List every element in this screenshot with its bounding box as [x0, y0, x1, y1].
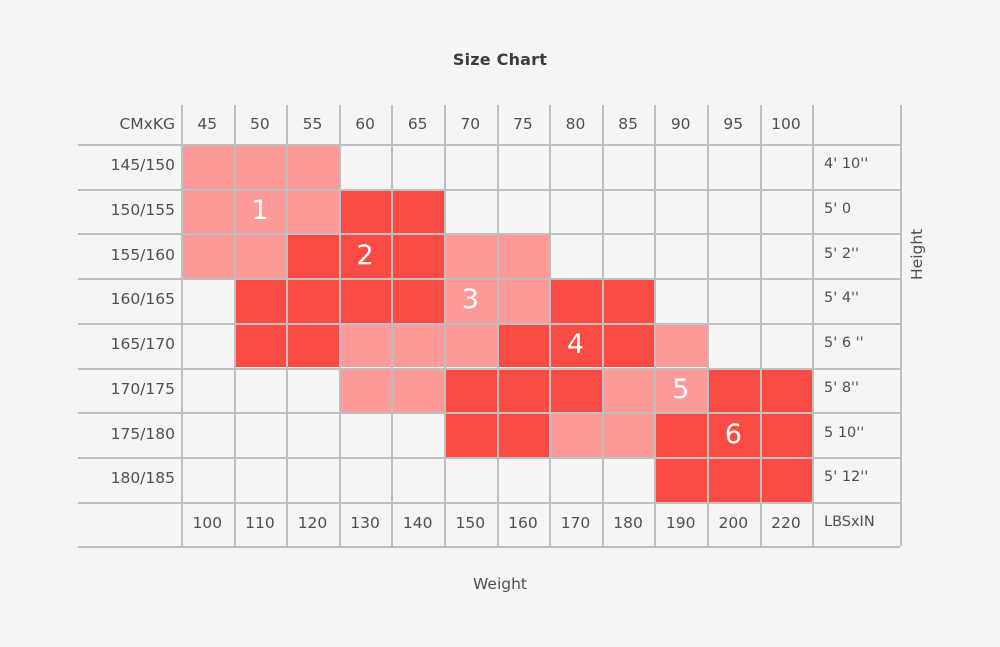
column-footer-lbs: 140 — [402, 513, 433, 532]
column-header-kg: 95 — [723, 114, 744, 133]
column-footer-lbs: 100 — [192, 513, 223, 532]
gridline-vertical-right-edge — [900, 105, 903, 547]
corner-label-lbsxin: LBSxIN — [824, 513, 875, 530]
axis-label-height: Height — [908, 228, 926, 280]
region-number-2: 2 — [356, 239, 374, 271]
row-label-feet-inches: 5' 2'' — [824, 245, 860, 262]
row-label-cm: 170/175 — [110, 379, 175, 398]
row-label-cm: 160/165 — [110, 290, 175, 309]
row-label-cm: 165/170 — [110, 335, 175, 354]
region-number-6: 6 — [724, 418, 742, 450]
region-cell-6 — [654, 412, 813, 457]
region-cell-2 — [233, 278, 444, 323]
column-footer-lbs: 130 — [350, 513, 380, 532]
region-cell-6 — [654, 456, 813, 502]
region-number-4: 4 — [566, 329, 585, 361]
region-cell-2 — [286, 233, 444, 279]
row-label-feet-inches: 5' 0 — [824, 201, 852, 218]
column-header-kg: 45 — [197, 114, 218, 133]
page-title: Size Chart — [452, 50, 548, 69]
row-label-feet-inches: 5' 8'' — [824, 379, 860, 396]
column-footer-lbs: 110 — [245, 513, 275, 532]
column-footer-lbs: 150 — [455, 513, 486, 532]
column-header-kg: 60 — [355, 114, 375, 133]
grid-labels-layer: 1 2 3 4 5 6 CMxKG 45 50 55 60 65 70 75 80 85 90 95 100 100 1… — [78, 105, 900, 545]
row-label-feet-inches: 5' 4'' — [824, 290, 860, 307]
region-cell-1 — [181, 188, 339, 234]
region-cell-1 — [181, 144, 339, 189]
column-header-kg: 85 — [618, 114, 638, 133]
column-footer-lbs: 160 — [508, 513, 538, 532]
column-header-kg: 65 — [407, 114, 428, 133]
column-header-kg: 50 — [250, 114, 270, 133]
region-cell-5 — [654, 322, 707, 368]
column-header-kg: 100 — [771, 114, 801, 133]
row-label-cm: 145/150 — [110, 156, 175, 175]
row-label-cm: 175/180 — [110, 424, 175, 443]
region-cell-4 — [444, 367, 602, 413]
row-label-feet-inches: 5' 12'' — [824, 469, 869, 486]
row-label-feet-inches: 5 10'' — [824, 424, 865, 441]
column-header-kg: 75 — [513, 114, 533, 133]
column-footer-lbs: 220 — [771, 513, 801, 532]
axis-label-weight: Weight — [472, 575, 527, 593]
region-cell-5 — [549, 412, 655, 457]
column-footer-lbs: 120 — [297, 513, 328, 532]
region-number-3: 3 — [461, 284, 479, 316]
column-footer-lbs: 200 — [718, 513, 749, 532]
row-label-feet-inches: 5' 6 '' — [824, 335, 864, 352]
row-label-feet-inches: 4' 10'' — [824, 156, 869, 173]
column-footer-lbs: 190 — [665, 513, 696, 532]
column-footer-lbs: 170 — [560, 513, 591, 532]
column-header-kg: 55 — [302, 114, 323, 133]
row-label-cm: 155/160 — [110, 245, 175, 264]
column-header-kg: 80 — [565, 114, 586, 133]
column-header-kg: 90 — [670, 114, 691, 133]
region-cell-4 — [549, 278, 655, 323]
region-number-5: 5 — [672, 373, 690, 405]
column-header-kg: 70 — [460, 114, 481, 133]
region-number-1: 1 — [251, 195, 269, 227]
region-cell-3 — [338, 322, 497, 368]
region-cell-4 — [496, 322, 655, 368]
row-label-cm: 150/155 — [110, 201, 175, 220]
column-footer-lbs: 180 — [613, 513, 643, 532]
gridline-horizontal — [78, 546, 901, 549]
row-label-cm: 180/185 — [110, 469, 175, 488]
corner-label-cmxkg: CMxKG — [119, 114, 175, 133]
size-chart-grid: 1 2 3 4 5 6 CMxKG 45 50 55 60 65 70 75 80 85 90 95 100 100 1… — [78, 105, 903, 549]
